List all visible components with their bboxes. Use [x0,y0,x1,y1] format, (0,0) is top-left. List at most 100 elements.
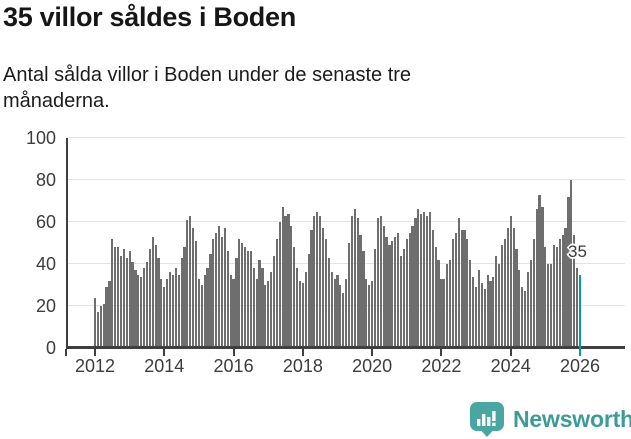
bar [463,230,466,348]
x-tick-label: 2018 [282,356,323,376]
bar [397,232,400,348]
bar [498,264,501,348]
bar [128,251,131,348]
bar [278,222,281,348]
x-tick-label: 2014 [144,356,185,376]
y-tick-label: 0 [45,338,56,358]
bar [255,278,258,348]
bar [454,232,457,348]
bar [99,306,102,348]
bar [122,249,125,348]
x-tick-mark [232,349,235,356]
bar [203,274,206,348]
bar [313,215,316,348]
bar [388,245,391,348]
bar [347,243,351,348]
newsworthy-brand-link[interactable]: Newsworthy [469,401,631,438]
bar [411,226,414,348]
bar [376,217,379,348]
bar [518,270,521,348]
bar [131,261,134,348]
bar [168,272,172,348]
bar [267,280,270,348]
bar [183,247,186,348]
bar [573,234,576,348]
bar [244,247,247,348]
bar [356,217,359,348]
bar [160,278,163,348]
bar [506,228,509,348]
bar [235,257,238,348]
bar [532,238,535,348]
bar [166,278,169,348]
bar [119,255,123,348]
bar [238,238,241,348]
bar [339,285,342,348]
bar [420,213,423,348]
bar [192,228,195,348]
bar [316,211,319,348]
bar [526,272,530,348]
bar [295,268,299,348]
bar [443,278,446,348]
bar [570,180,573,348]
bar [142,268,146,348]
bar [359,234,362,348]
bar [223,228,226,348]
newsworthy-logo-icon [469,401,505,438]
y-axis-line [66,138,68,349]
bar [492,276,495,348]
bar [212,238,215,348]
bar [209,253,212,348]
bar [116,247,120,348]
bar [558,238,561,348]
bar [350,215,354,348]
bar [336,274,339,348]
bar [333,278,336,348]
bar [414,217,417,348]
bar [402,249,405,348]
bar [428,211,431,348]
bar [290,226,293,348]
x-axis-line [66,346,625,349]
bar [373,249,377,348]
x-tick-label: 2012 [74,356,116,376]
bar [258,259,261,348]
bar [194,240,198,348]
grid-line [67,263,625,264]
bar [189,215,192,348]
bar [275,238,278,348]
bar [391,240,394,348]
bar [408,232,411,348]
bar [105,287,108,348]
bar [342,293,345,348]
bar [362,251,365,348]
bar [310,230,313,348]
bar [301,282,304,348]
bar [180,257,183,348]
bar [252,268,255,348]
bar [246,251,250,348]
bar [394,236,397,348]
y-tick-label: 40 [35,254,56,274]
x-tick-mark [440,349,443,356]
y-tick-label: 80 [35,170,56,190]
bar [249,251,252,348]
bar [547,264,550,348]
bar [298,280,302,348]
bar [324,238,328,348]
bar [186,219,189,348]
bar [385,236,388,348]
highlight-bar [578,274,582,356]
grid-line [67,179,625,180]
bar [353,209,356,348]
bar [304,272,307,348]
bar [500,245,504,348]
bar [108,280,111,348]
bar [535,209,538,348]
bar [261,268,264,348]
bar [330,272,333,348]
bar [232,278,235,348]
